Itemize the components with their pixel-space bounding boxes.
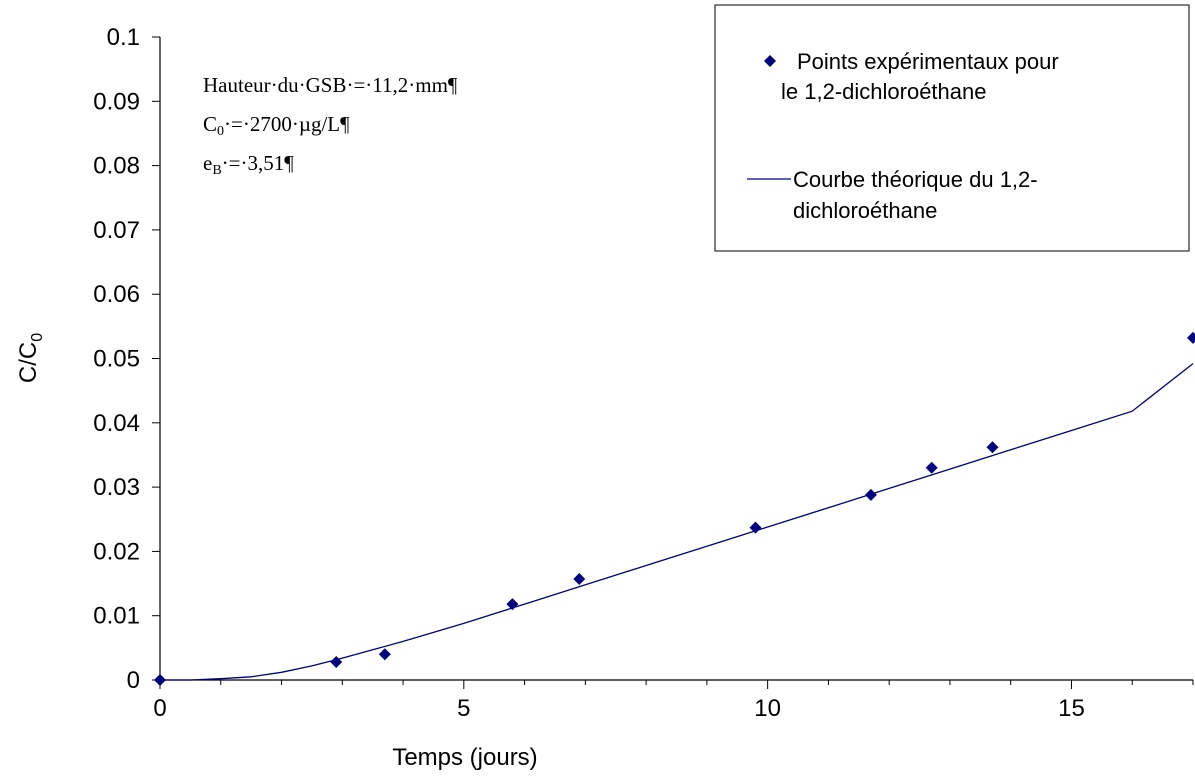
y-tick-label: 0.02 (93, 538, 140, 565)
y-tick-label: 0.1 (107, 24, 140, 51)
legend-marker-diamond-icon (764, 55, 776, 67)
y-tick-label: 0.06 (93, 281, 140, 308)
annotation-line-2-value: ·=·2700·µg/L¶ (224, 112, 350, 136)
y-tick-label: 0.07 (93, 217, 140, 244)
y-tick-label: 0.03 (93, 474, 140, 501)
legend-label-courbe-line-2: dichloroéthane (793, 198, 937, 223)
data-point (749, 521, 762, 534)
x-tick-label: 15 (1058, 695, 1085, 722)
y-tick-label: 0.08 (93, 153, 140, 180)
annotation-line-3-symbol: e (203, 151, 212, 175)
legend-label-courbe-line-1: Courbe théorique du 1,2- (793, 167, 1038, 192)
y-axis-title-main: C/C (15, 342, 42, 383)
legend-label-points-line-2: le 1,2-dichloroéthane (781, 79, 986, 104)
legend-box (714, 4, 1190, 252)
x-tick-label: 10 (754, 695, 781, 722)
y-tick-label: 0.09 (93, 88, 140, 115)
annotation-line-2-symbol: C (203, 112, 217, 136)
data-point (154, 674, 166, 686)
y-tick-label: 0.04 (93, 410, 140, 437)
y-axis-title-sub: 0 (29, 333, 46, 342)
y-ticks: 0 0.01 0.02 0.03 0.04 0.05 0.06 0.07 0.08 0.09 0.1 (93, 24, 160, 694)
data-point (573, 573, 586, 586)
data-point (330, 655, 343, 668)
x-tick-label: 0 (153, 695, 166, 722)
annotation-line-3-sub: B (212, 163, 221, 178)
series-points-experimentaux (154, 331, 1195, 686)
data-point (925, 461, 938, 474)
x-tick-label: 5 (457, 695, 470, 722)
annotation-line-3-value: ·=·3,51¶ (222, 151, 295, 175)
data-point (378, 648, 391, 661)
y-tick-label: 0.01 (93, 603, 140, 630)
y-tick-label: 0.05 (93, 346, 140, 373)
y-axis-title: C/C0 (15, 333, 46, 383)
annotation-line-3: eB·=·3,51¶ (203, 151, 294, 178)
x-ticks: 0 5 10 15 (153, 680, 1194, 722)
legend: Points expérimentaux pour le 1,2-dichlor… (714, 4, 1190, 252)
annotation-line-1: Hauteur·du·GSB·=·11,2·mm¶ (203, 73, 458, 97)
data-point (864, 488, 877, 501)
annotation-box: Hauteur·du·GSB·=·11,2·mm¶ C0·=·2700·µg/L… (203, 73, 458, 178)
annotation-line-2-sub: 0 (217, 124, 224, 139)
data-point (1187, 331, 1195, 344)
data-point (986, 441, 999, 454)
legend-label-points-line-1: Points expérimentaux pour (797, 49, 1059, 74)
annotation-line-2: C0·=·2700·µg/L¶ (203, 112, 350, 139)
data-point (506, 598, 519, 611)
series-line-courbe-theorique (160, 363, 1194, 681)
x-axis-title: Temps (jours) (392, 744, 537, 771)
y-tick-label: 0 (127, 667, 140, 694)
